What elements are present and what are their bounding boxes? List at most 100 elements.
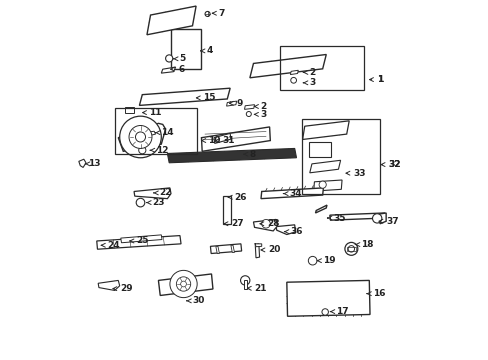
Text: 16: 16 (366, 289, 385, 298)
Circle shape (165, 55, 172, 62)
Bar (171, 30, 201, 69)
Circle shape (120, 116, 161, 158)
Text: 15: 15 (196, 93, 215, 102)
Circle shape (308, 256, 316, 265)
Polygon shape (134, 188, 171, 199)
Polygon shape (313, 180, 341, 191)
Circle shape (246, 112, 251, 117)
Polygon shape (286, 280, 369, 316)
Polygon shape (244, 105, 254, 109)
Text: 4: 4 (201, 46, 213, 55)
Text: 3: 3 (254, 110, 266, 119)
Text: 19: 19 (317, 256, 335, 265)
Polygon shape (215, 246, 219, 253)
Polygon shape (254, 244, 261, 247)
Text: 22: 22 (154, 188, 172, 197)
Text: 25: 25 (130, 237, 148, 246)
Text: 26: 26 (228, 193, 246, 202)
Text: 3: 3 (303, 78, 315, 87)
Text: 1: 1 (369, 75, 383, 84)
Polygon shape (98, 280, 120, 291)
Circle shape (321, 309, 328, 315)
Text: 32: 32 (387, 160, 400, 169)
Polygon shape (210, 244, 241, 253)
Text: 30: 30 (186, 296, 204, 305)
Text: 13: 13 (85, 159, 101, 168)
Polygon shape (97, 235, 181, 249)
Polygon shape (253, 220, 277, 231)
Circle shape (319, 181, 325, 188)
Text: 17: 17 (330, 307, 348, 316)
Polygon shape (118, 123, 165, 151)
Bar (223, 197, 230, 224)
Polygon shape (302, 121, 348, 139)
Polygon shape (329, 213, 384, 220)
Polygon shape (121, 235, 162, 243)
Polygon shape (378, 213, 386, 224)
Text: 29: 29 (113, 284, 132, 293)
Circle shape (204, 12, 210, 17)
Circle shape (136, 198, 144, 207)
Polygon shape (261, 188, 323, 199)
Bar (279, 45, 363, 90)
Polygon shape (255, 244, 259, 258)
Text: 7: 7 (212, 9, 224, 18)
Polygon shape (249, 54, 325, 78)
Text: 20: 20 (261, 246, 280, 255)
Text: 1: 1 (376, 75, 383, 84)
Text: 35: 35 (327, 213, 345, 222)
Text: 11: 11 (142, 108, 162, 117)
Circle shape (176, 277, 190, 291)
Bar (308, 142, 330, 157)
Bar (301, 119, 379, 194)
Circle shape (135, 132, 145, 142)
Text: 21: 21 (247, 284, 266, 293)
Polygon shape (214, 134, 230, 143)
Polygon shape (147, 131, 155, 135)
Circle shape (139, 147, 145, 154)
Text: 2: 2 (303, 68, 315, 77)
Polygon shape (161, 67, 175, 73)
Polygon shape (158, 274, 212, 296)
Text: 2: 2 (254, 102, 266, 111)
Text: 18: 18 (355, 240, 373, 249)
Circle shape (240, 276, 249, 285)
Circle shape (347, 246, 354, 252)
Polygon shape (167, 148, 296, 163)
Polygon shape (147, 6, 196, 35)
Polygon shape (230, 245, 234, 252)
Circle shape (180, 281, 186, 287)
Text: 33: 33 (346, 169, 365, 178)
Circle shape (290, 77, 296, 83)
Text: 24: 24 (101, 241, 120, 250)
Text: 37: 37 (378, 217, 398, 226)
Text: 34: 34 (283, 189, 301, 198)
Text: 6: 6 (170, 65, 184, 74)
Circle shape (344, 242, 357, 255)
Circle shape (129, 126, 152, 148)
Text: 12: 12 (150, 146, 168, 155)
Text: 10: 10 (202, 136, 220, 145)
Polygon shape (226, 101, 236, 106)
Text: 5: 5 (173, 54, 185, 63)
Text: 9: 9 (229, 99, 242, 108)
Bar (115, 108, 197, 154)
Text: 32: 32 (380, 160, 400, 169)
Text: 31: 31 (215, 136, 234, 145)
Text: 36: 36 (284, 227, 302, 236)
Circle shape (169, 270, 197, 298)
Polygon shape (244, 280, 246, 289)
Text: 27: 27 (224, 219, 243, 228)
Text: 8: 8 (243, 150, 255, 159)
Circle shape (372, 214, 381, 223)
Polygon shape (276, 225, 295, 234)
Circle shape (261, 220, 270, 228)
Polygon shape (290, 70, 298, 75)
Polygon shape (309, 160, 340, 173)
Polygon shape (139, 88, 230, 105)
Polygon shape (125, 107, 134, 113)
Polygon shape (79, 159, 86, 167)
Text: 14: 14 (155, 128, 174, 137)
Polygon shape (315, 205, 326, 213)
Text: 23: 23 (146, 198, 164, 207)
